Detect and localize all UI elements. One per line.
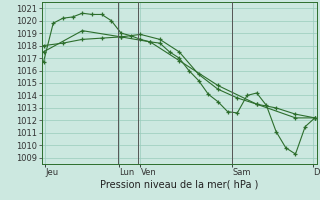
X-axis label: Pression niveau de la mer( hPa ): Pression niveau de la mer( hPa ) (100, 180, 258, 190)
